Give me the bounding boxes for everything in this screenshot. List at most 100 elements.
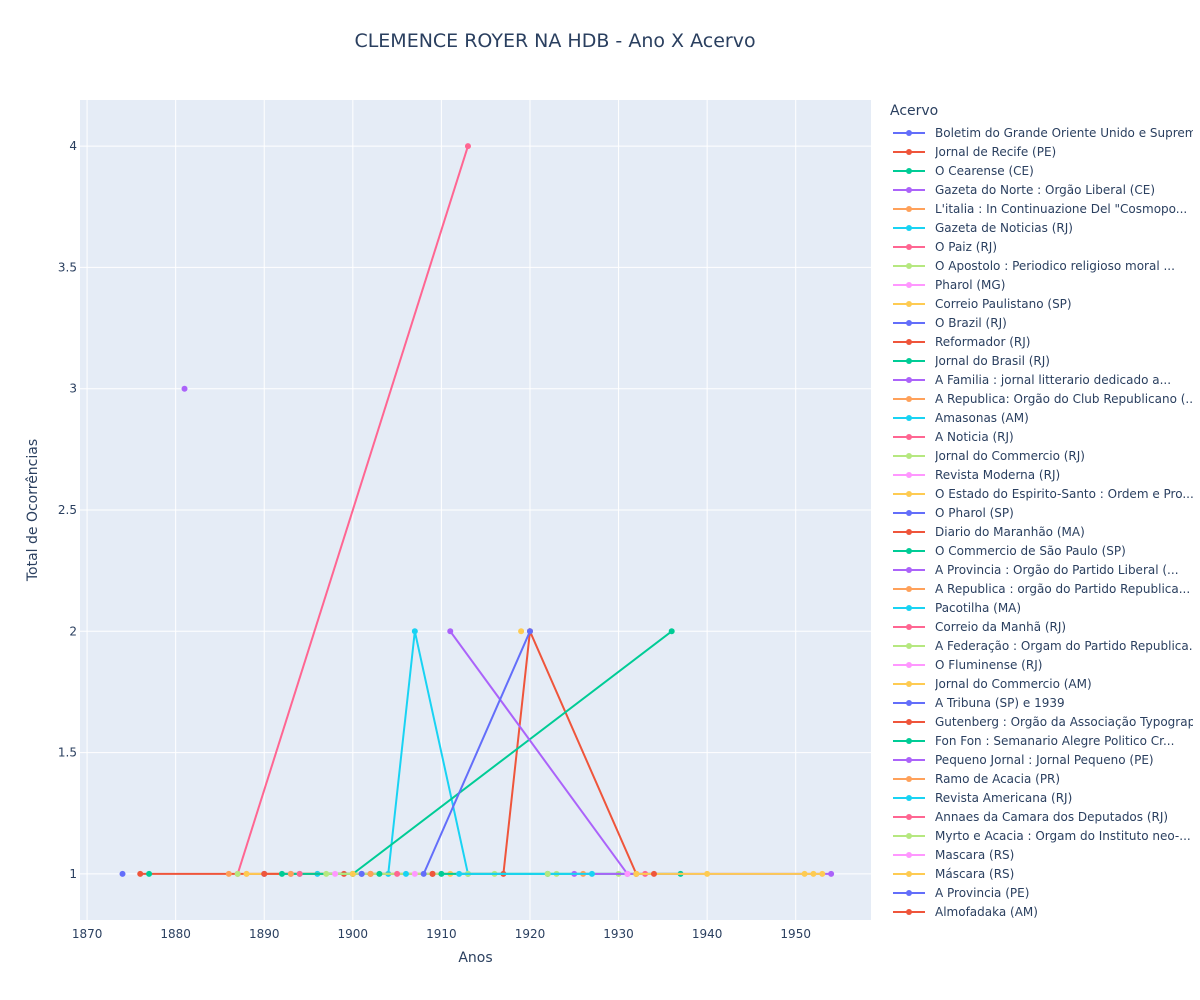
legend-label: Correio da Manhã (RJ) [935,619,1067,634]
legend-label: O Fluminense (RJ) [935,657,1043,672]
legend-label: Revista Moderna (RJ) [935,467,1061,482]
data-point [394,870,401,877]
x-tick-label: 1880 [160,927,191,941]
series [402,870,409,877]
data-point [588,870,595,877]
x-tick-label: 1900 [338,927,369,941]
legend-label: Jornal do Commercio (RJ) [935,448,1085,463]
legend-swatch [893,281,925,288]
series [411,870,418,877]
series [287,870,294,877]
data-point [456,870,463,877]
legend-swatch [893,471,925,478]
legend-label: Almofadaka (AM) [935,904,1038,919]
legend-swatch [893,642,925,649]
legend-swatch [893,376,925,383]
legend-item[interactable]: Ramo de Acacia (PR) [885,769,1195,788]
series [296,870,303,877]
series [225,870,232,877]
legend-swatch [893,148,925,155]
legend-item[interactable]: Gutenberg : Orgão da Associação Typograp… [885,712,1195,731]
data-point [181,385,188,392]
legend-item[interactable]: Gazeta do Norte : Orgão Liberal (CE) [885,180,1195,199]
legend-item[interactable]: Amasonas (AM) [885,408,1195,427]
legend-item[interactable]: O Paiz (RJ) [885,237,1195,256]
legend-label: O Cearense (CE) [935,163,1034,178]
data-point [526,628,533,635]
legend-swatch [893,186,925,193]
legend-swatch-marker [906,699,912,706]
legend-label: O Pharol (SP) [935,505,1014,520]
series [650,870,657,877]
legend-swatch-marker [906,281,912,288]
legend-item[interactable]: Boletim do Grande Oriente Unido e Suprem… [885,123,1195,142]
legend-item[interactable]: Pharol (MG) [885,275,1195,294]
legend-item[interactable]: A Provincia : Orgão do Partido Liberal (… [885,560,1195,579]
legend-item[interactable]: Almofadaka (AM) [885,902,1195,921]
legend-swatch-marker [906,471,912,478]
chart-plot: 1870 1880 1890 1900 1910 1920 1930 1940 1950 1 1.5… [25,100,871,966]
x-axis-label: Anos [458,950,492,966]
axis-ticks: 1870 1880 1890 1900 1910 1920 1930 1940 1950 1 1.5… [58,139,811,941]
legend-item[interactable]: O Estado do Espirito-Santo : Ordem e Pro… [885,484,1195,503]
legend-swatch-marker [906,870,912,877]
legend-swatch [893,528,925,535]
legend-item[interactable]: O Apostolo : Periodico religioso moral .… [885,256,1195,275]
legend-label: O Paiz (RJ) [935,239,997,254]
legend-swatch [893,338,925,345]
legend-item[interactable]: O Commercio de São Paulo (SP) [885,541,1195,560]
legend-item[interactable]: Gazeta de Noticias (RJ) [885,218,1195,237]
data-point [518,628,525,635]
series [234,870,241,877]
legend-item[interactable]: Revista Moderna (RJ) [885,465,1195,484]
series [544,870,551,877]
legend-item[interactable]: A Tribuna (SP) e 1939 [885,693,1195,712]
legend-item[interactable]: Fon Fon : Semanario Alegre Politico Cr..… [885,731,1195,750]
legend-item[interactable]: A Noticia (RJ) [885,427,1195,446]
legend-item[interactable]: O Brazil (RJ) [885,313,1195,332]
legend-label: Fon Fon : Semanario Alegre Politico Cr..… [935,733,1175,748]
legend-swatch-marker [906,395,912,402]
legend-item[interactable]: Diario do Maranhão (MA) [885,522,1195,541]
legend-item[interactable]: Jornal do Commercio (RJ) [885,446,1195,465]
legend-item[interactable]: Annaes da Camara dos Deputados (RJ) [885,807,1195,826]
legend-item[interactable]: A Republica : orgão do Partido Republica… [885,579,1195,598]
legend-label: A Republica: Orgão do Club Republicano (… [935,391,1193,406]
legend-item[interactable]: O Fluminense (RJ) [885,655,1195,674]
legend-swatch [893,604,925,611]
legend-label: A Federação : Orgam do Partido Republica… [935,638,1193,653]
legend-item[interactable]: Correio da Manhã (RJ) [885,617,1195,636]
legend-swatch-marker [906,452,912,459]
legend-item[interactable]: L'italia : In Continuazione Del "Cosmopo… [885,199,1195,218]
legend-item[interactable]: A Familia : jornal litterario dedicado a… [885,370,1195,389]
legend-item[interactable]: Reformador (RJ) [885,332,1195,351]
legend-item[interactable]: O Pharol (SP) [885,503,1195,522]
legend-item[interactable]: A Republica: Orgão do Club Republicano (… [885,389,1195,408]
legend-swatch-marker [906,756,912,763]
legend-swatch [893,775,925,782]
legend-item[interactable]: Myrto e Acacia : Orgam do Instituto neo-… [885,826,1195,845]
legend-item[interactable]: A Provincia (PE) [885,883,1195,902]
legend-item[interactable]: O Cearense (CE) [885,161,1195,180]
legend-swatch-marker [906,186,912,193]
legend-item[interactable]: Pequeno Jornal : Jornal Pequeno (PE) [885,750,1195,769]
legend-label: Gazeta de Noticias (RJ) [935,220,1073,235]
y-tick-label: 1 [69,867,77,881]
legend-swatch [893,547,925,554]
legend-item[interactable]: Jornal do Brasil (RJ) [885,351,1195,370]
legend-swatch [893,718,925,725]
legend-label: Amasonas (AM) [935,410,1029,425]
data-point [819,870,826,877]
legend-item[interactable]: Jornal do Commercio (AM) [885,674,1195,693]
legend-item[interactable]: Correio Paulistano (SP) [885,294,1195,313]
legend-item[interactable]: Mascara (RS) [885,845,1195,864]
legend-item[interactable]: Jornal de Recife (PE) [885,142,1195,161]
legend-label: A Familia : jornal litterario dedicado a… [935,372,1172,387]
legend-item[interactable]: Pacotilha (MA) [885,598,1195,617]
legend-item[interactable]: A Federação : Orgam do Partido Republica… [885,636,1195,655]
legend-label: Jornal do Commercio (AM) [935,676,1092,691]
legend-swatch-marker [906,585,912,592]
legend-swatch-marker [906,889,912,896]
legend-item[interactable]: Máscara (RS) [885,864,1195,883]
legend-item[interactable]: Revista Americana (RJ) [885,788,1195,807]
